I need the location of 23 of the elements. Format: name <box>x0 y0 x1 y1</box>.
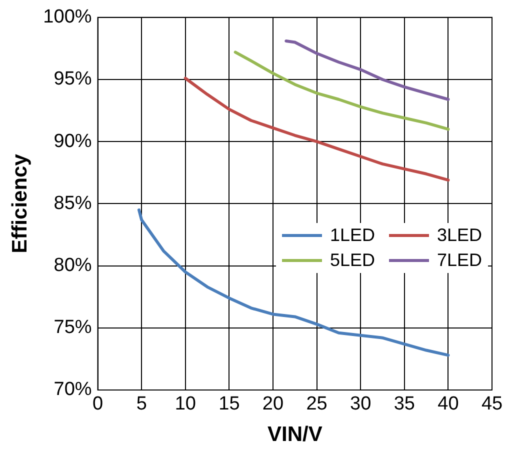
x-tick-label: 45 <box>481 394 503 415</box>
x-tick-label: 30 <box>350 394 372 415</box>
legend-label: 7LED <box>437 250 482 272</box>
y-tick-label: 80% <box>54 255 92 276</box>
x-tick-label: 10 <box>174 394 196 415</box>
y-tick-label: 85% <box>54 192 92 214</box>
legend-label: 3LED <box>437 225 482 246</box>
x-tick-label: 15 <box>218 394 240 415</box>
y-tick-label: 75% <box>54 317 92 338</box>
y-tick-label: 100% <box>43 6 92 28</box>
x-tick-label: 5 <box>136 394 147 415</box>
y-axis-title: Efficiency <box>8 154 32 254</box>
y-tick-label: 95% <box>54 68 92 90</box>
x-tick-label: 0 <box>92 394 104 415</box>
x-tick-label: 40 <box>438 394 459 415</box>
x-tick-label: 25 <box>306 394 328 415</box>
legend-label: 1LED <box>330 225 376 246</box>
y-tick-label: 70% <box>54 379 92 400</box>
y-tick-label: 90% <box>54 130 92 152</box>
x-tick-label: 35 <box>394 394 415 415</box>
legend-label: 5LED <box>330 250 376 272</box>
x-axis-title: VIN/V <box>267 423 322 446</box>
x-tick-label: 20 <box>262 394 284 415</box>
